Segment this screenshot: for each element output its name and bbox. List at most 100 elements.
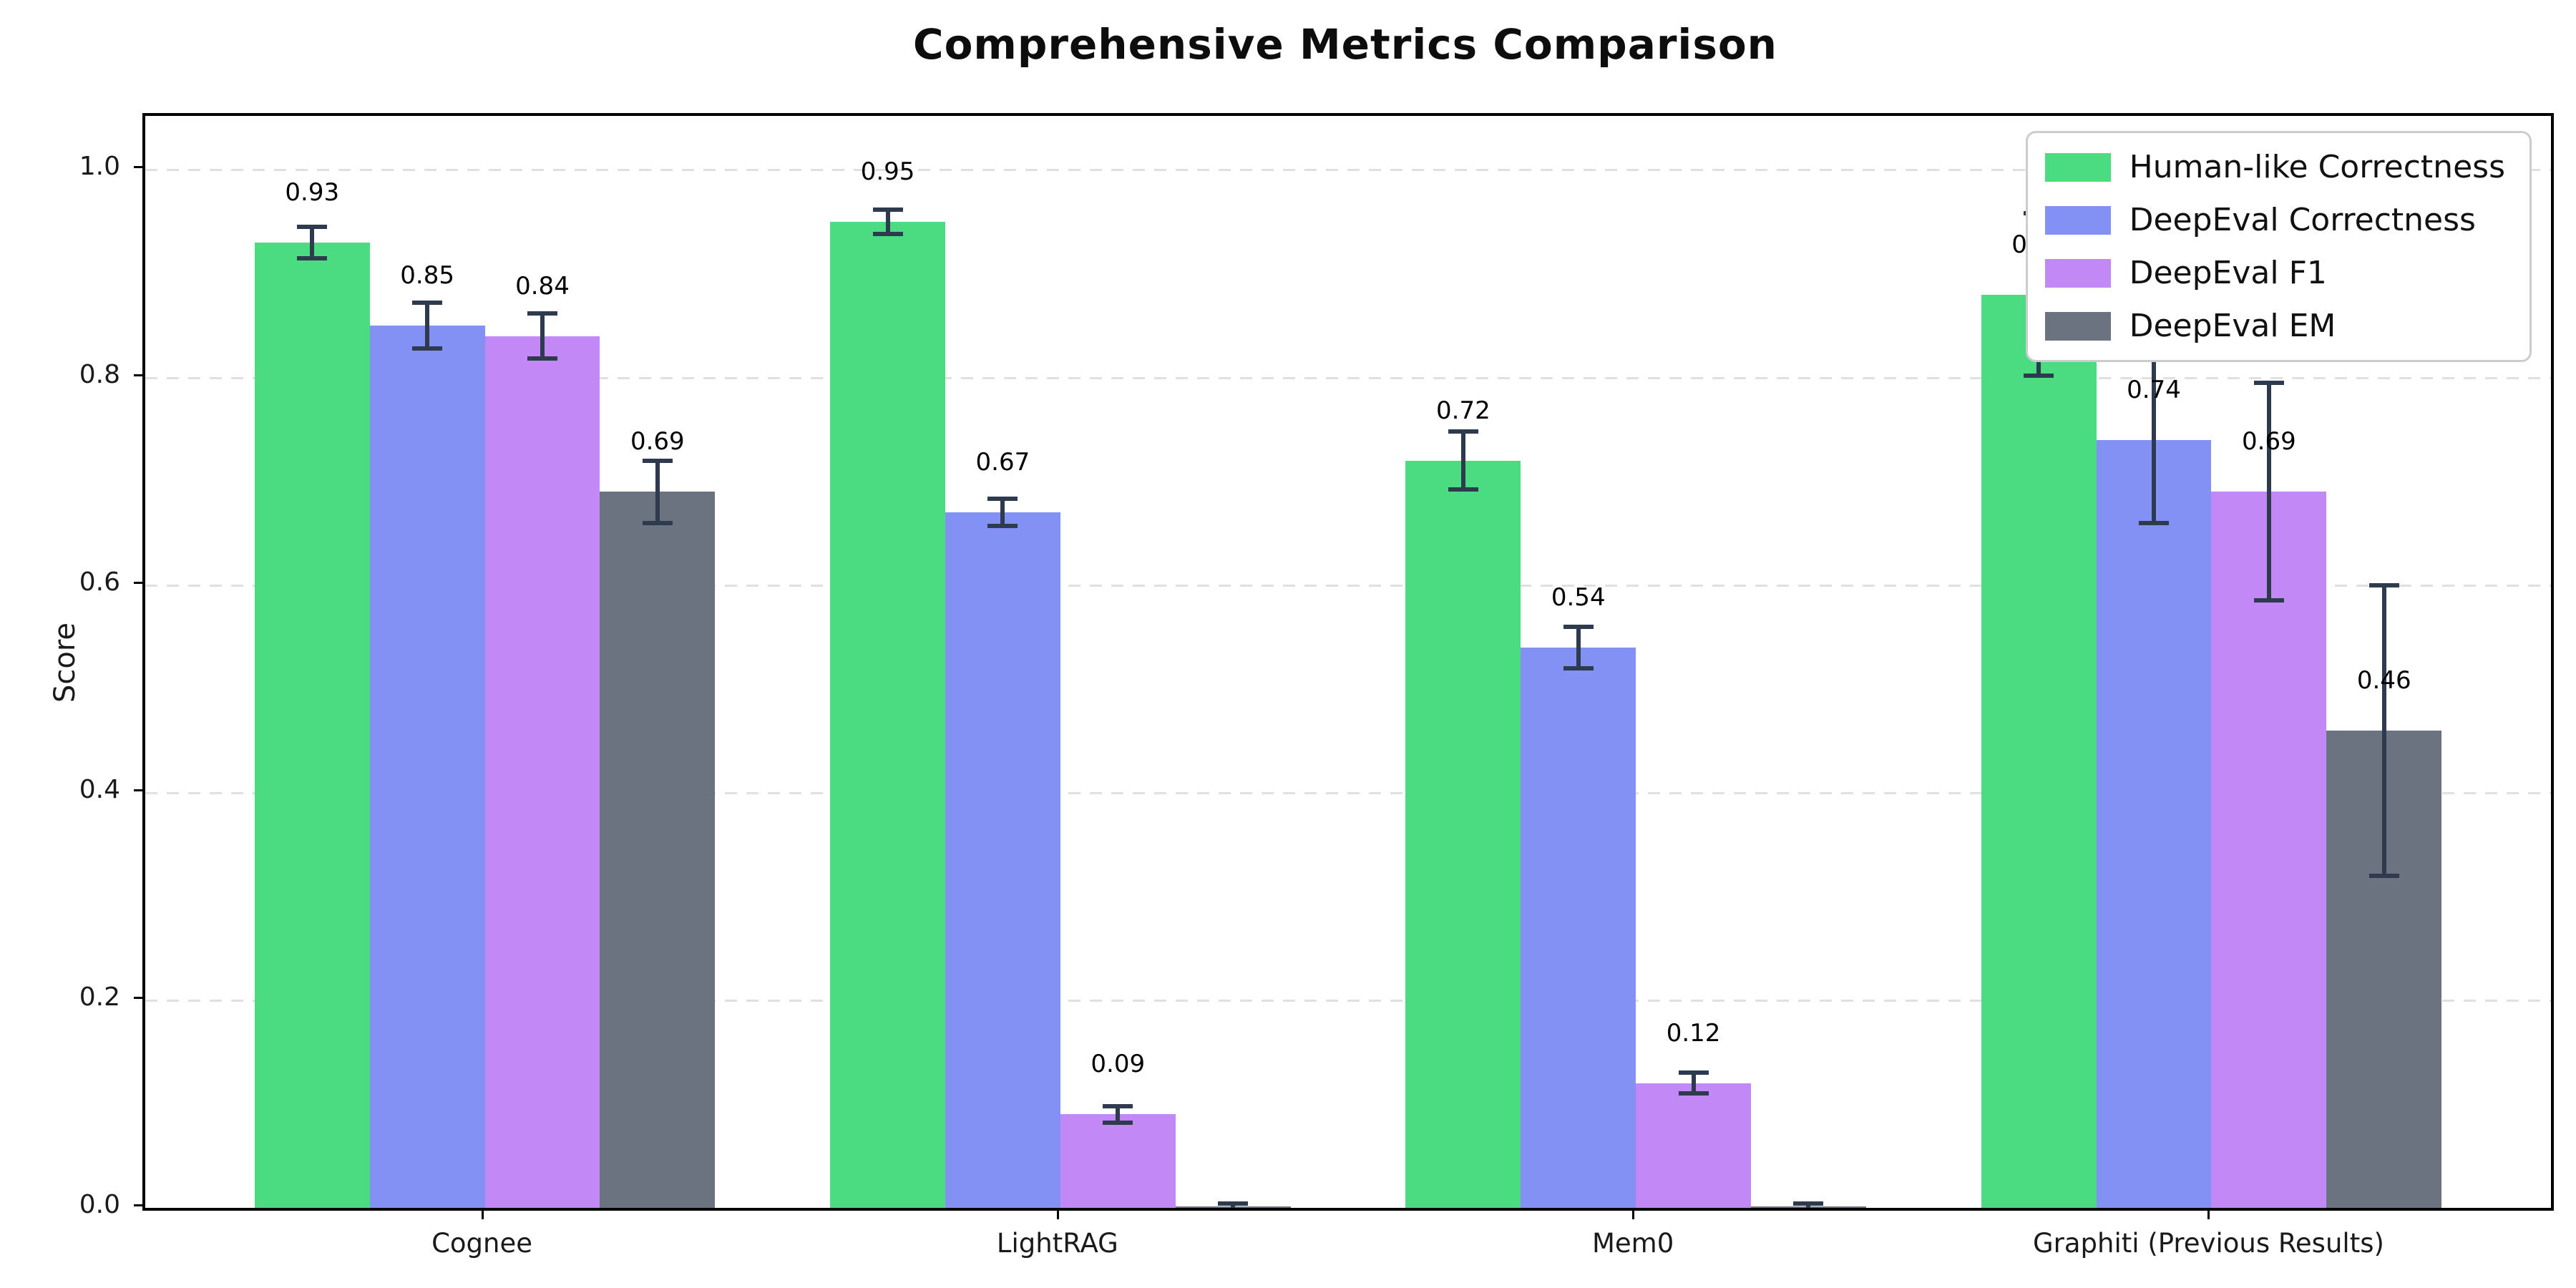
error-bar-line xyxy=(885,209,890,235)
legend-swatch xyxy=(2044,205,2111,235)
error-bar-cap-top xyxy=(2368,582,2399,587)
bar-value-label: 0.84 xyxy=(515,271,570,301)
error-bar-cap-bottom xyxy=(1563,665,1594,670)
error-bar-cap-bottom xyxy=(2139,520,2170,525)
error-bar xyxy=(297,225,328,260)
legend-item: DeepEval F1 xyxy=(2044,255,2505,291)
error-bar-cap-top xyxy=(2253,380,2284,385)
y-axis-tick xyxy=(134,1204,145,1206)
error-bar-cap-bottom xyxy=(1678,1091,1709,1096)
bar-value-label: 0.46 xyxy=(2356,665,2411,695)
bar-value-label: 0.95 xyxy=(860,157,915,186)
error-bar-cap-top xyxy=(1218,1201,1249,1206)
error-bar-cap-bottom xyxy=(297,255,328,260)
error-bar xyxy=(1793,1201,1824,1208)
x-axis-tick xyxy=(1056,1208,1059,1219)
error-bar-line xyxy=(1460,431,1465,490)
bar-value-label: 0.67 xyxy=(975,448,1030,477)
error-bar-cap-top xyxy=(987,497,1018,502)
error-bar-cap-top xyxy=(1678,1070,1709,1075)
gridline-0.6 xyxy=(145,584,2551,587)
error-bar-line xyxy=(1000,499,1005,526)
x-axis-category-label: LightRAG xyxy=(996,1228,1118,1259)
error-bar xyxy=(1448,429,1478,492)
error-bar-cap-bottom xyxy=(1448,487,1478,492)
x-axis-category-label: Graphiti (Previous Results) xyxy=(2032,1228,2384,1259)
error-bar xyxy=(642,458,673,525)
error-bar-line xyxy=(1576,626,1581,668)
bar xyxy=(945,512,1060,1208)
x-axis-tick xyxy=(481,1208,484,1219)
error-bar xyxy=(1218,1201,1249,1211)
y-axis-tick xyxy=(134,789,145,791)
bar xyxy=(254,242,370,1208)
error-bar-cap-bottom xyxy=(1218,1210,1248,1211)
error-bar-cap-bottom xyxy=(412,346,443,351)
y-axis-tick-label: 0.6 xyxy=(79,567,120,597)
x-axis-tick xyxy=(2207,1208,2210,1219)
error-bar-cap-top xyxy=(1793,1201,1824,1206)
legend-item: DeepEval Correctness xyxy=(2044,202,2505,238)
error-bar-line xyxy=(2381,585,2386,876)
error-bar-line xyxy=(1691,1073,1696,1094)
error-bar xyxy=(1563,624,1594,670)
bar-value-label: 0.69 xyxy=(2242,427,2296,457)
error-bar xyxy=(987,497,1018,528)
error-bar-cap-top xyxy=(412,301,443,306)
error-bar-cap-bottom xyxy=(872,232,903,237)
bar xyxy=(484,336,600,1208)
y-axis-tick xyxy=(134,581,145,584)
bar xyxy=(1981,294,2097,1208)
error-bar-cap-top xyxy=(642,458,673,463)
legend-item: DeepEval EM xyxy=(2044,308,2505,344)
bar-value-label: 0.09 xyxy=(1091,1050,1146,1079)
error-bar-line xyxy=(540,313,545,359)
error-bar-cap-top xyxy=(1563,624,1594,629)
y-axis-label: Score xyxy=(49,622,82,703)
gridline-1.0 xyxy=(145,169,2551,172)
error-bar-line xyxy=(310,227,315,258)
bar xyxy=(1521,647,1636,1208)
error-bar-cap-top xyxy=(1103,1103,1133,1108)
legend-swatch xyxy=(2044,258,2111,288)
error-bar-cap-bottom xyxy=(2024,373,2054,378)
bar-value-label: 0.85 xyxy=(400,261,454,291)
y-axis-tick-label: 0.8 xyxy=(79,359,120,389)
bar-value-label: 0.74 xyxy=(2127,375,2181,404)
y-axis-tick xyxy=(134,166,145,169)
bar-value-label: 0.54 xyxy=(1551,582,1606,612)
legend-label: DeepEval Correctness xyxy=(2129,202,2476,238)
bar xyxy=(830,221,945,1208)
error-bar xyxy=(1678,1070,1709,1096)
error-bar-cap-bottom xyxy=(2368,873,2399,878)
error-bar-cap-bottom xyxy=(1103,1121,1133,1126)
bar xyxy=(2096,439,2212,1208)
legend-swatch xyxy=(2044,311,2111,341)
y-axis-tick xyxy=(134,374,145,376)
error-bar-cap-top xyxy=(1448,429,1478,434)
legend-swatch xyxy=(2044,152,2111,182)
bar-value-label: 0.72 xyxy=(1436,396,1491,425)
error-bar xyxy=(2368,582,2399,878)
error-bar-cap-bottom xyxy=(642,520,673,525)
legend-label: DeepEval F1 xyxy=(2129,255,2327,291)
bar xyxy=(1636,1083,1751,1208)
gridline-0.8 xyxy=(145,376,2551,379)
error-bar xyxy=(872,207,903,237)
gridline-0.4 xyxy=(145,791,2551,794)
bar-value-label: 0.69 xyxy=(630,427,685,457)
error-bar-line xyxy=(2152,356,2157,523)
error-bar xyxy=(1103,1103,1133,1126)
bar-value-label: 0.93 xyxy=(285,177,340,207)
y-axis-tick-label: 0.2 xyxy=(79,982,120,1012)
error-bar xyxy=(2253,380,2284,603)
bar xyxy=(1405,460,1521,1208)
bar-value-label: 0.12 xyxy=(1666,1018,1721,1048)
error-bar-line xyxy=(425,303,430,348)
legend-label: Human-like Correctness xyxy=(2129,149,2505,185)
x-axis-category-label: Mem0 xyxy=(1592,1228,1674,1259)
bar xyxy=(1060,1114,1176,1208)
legend-item: Human-like Correctness xyxy=(2044,149,2505,185)
y-axis-tick-label: 1.0 xyxy=(79,152,120,182)
